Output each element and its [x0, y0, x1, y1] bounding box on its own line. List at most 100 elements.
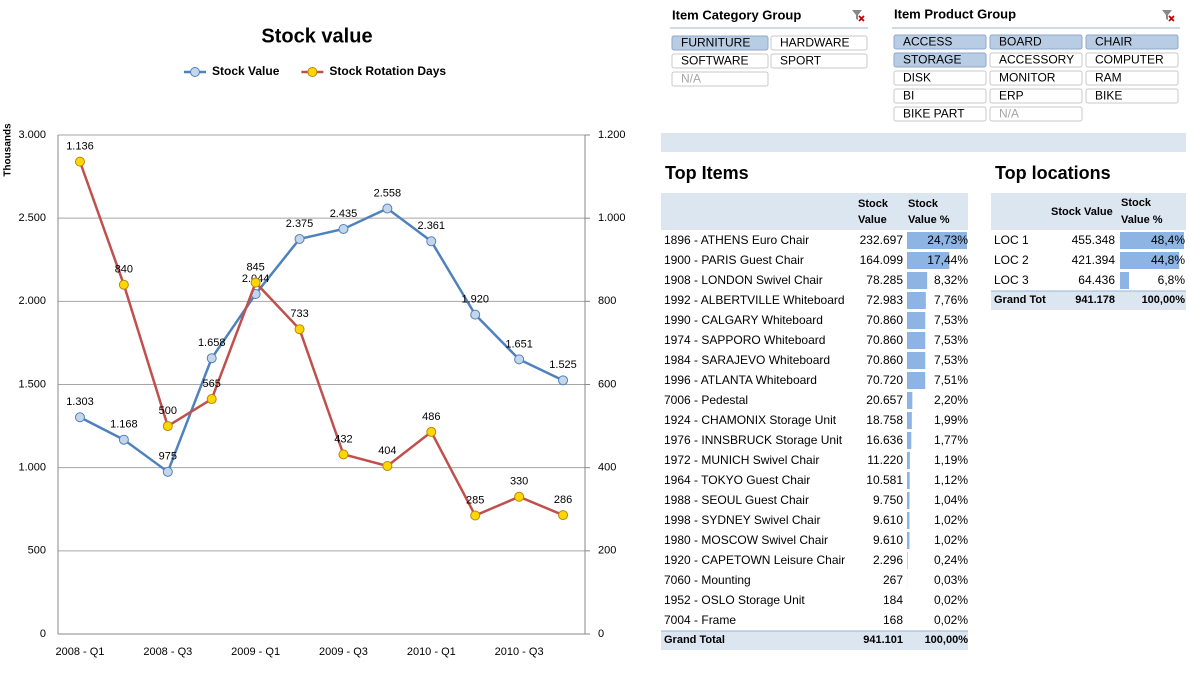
slicer-button[interactable]: BOARD [989, 34, 1083, 50]
cell-pct: 1,12% [934, 473, 968, 487]
data-bar [907, 252, 950, 269]
data-bar [1120, 232, 1184, 249]
clear-filter-icon[interactable] [852, 10, 865, 22]
slicer-button[interactable]: RAM [1085, 70, 1179, 86]
slicer-button-label: RAM [1095, 71, 1122, 85]
cell-value: 16.636 [866, 433, 903, 447]
y-tick-label: 2.500 [18, 212, 46, 224]
data-bar [907, 352, 926, 369]
row-label: LOC 1 [994, 233, 1029, 247]
slicer-title: Item Category Group [672, 7, 801, 22]
slicer-button[interactable]: COMPUTER [1085, 52, 1179, 68]
marker [558, 510, 569, 521]
slicer-button-bg [1085, 34, 1179, 50]
slicer-button[interactable]: ACCESS [893, 34, 987, 50]
row-label: 1988 - SEOUL Guest Chair [664, 493, 809, 507]
row-label: LOC 3 [994, 273, 1029, 287]
cell-pct: 1,99% [934, 413, 968, 427]
slicer-button[interactable]: DISK [893, 70, 987, 86]
row-label: 1908 - LONDON Swivel Chair [664, 273, 823, 287]
slicer-button-bg [893, 88, 987, 104]
column-header: Stock [1121, 197, 1152, 209]
slicer-button[interactable]: ERP [989, 88, 1083, 104]
slicer-button-bg [989, 70, 1083, 86]
cell-pct: 48,4% [1151, 233, 1185, 247]
cell-pct: 7,53% [934, 333, 968, 347]
data-bar [1120, 272, 1129, 289]
row-label: 1984 - SARAJEVO Whiteboard [664, 353, 830, 367]
data-label: 840 [115, 264, 133, 276]
slicer-button[interactable]: SPORT [770, 53, 868, 69]
slicer-button-bg [989, 52, 1083, 68]
marker [382, 461, 393, 472]
table-header-bg [661, 193, 968, 230]
data-bar [907, 432, 912, 449]
cell-value: 64.436 [1078, 273, 1115, 287]
total-label: Grand Total [664, 634, 725, 646]
x-tick-label: 2010 - Q1 [407, 646, 456, 658]
slicer-button-bg [893, 34, 987, 50]
data-bar [907, 272, 928, 289]
data-label: 1.303 [66, 396, 94, 408]
data-label: 733 [290, 308, 308, 320]
marker [558, 375, 569, 386]
data-label: 2.558 [374, 187, 402, 199]
slicer-button[interactable]: MONITOR [989, 70, 1083, 86]
total-pct: 100,00% [1142, 294, 1186, 306]
cell-pct: 1,02% [934, 513, 968, 527]
slicer-button[interactable]: N/A [671, 71, 769, 87]
y2-tick-label: 1.000 [598, 212, 626, 224]
cell-value: 164.099 [860, 253, 904, 267]
clear-filter-icon[interactable] [1162, 10, 1175, 22]
y-tick-label: 2.000 [18, 295, 46, 307]
slicer-button-label: HARDWARE [780, 36, 850, 50]
data-label: 486 [422, 411, 440, 423]
marker [294, 233, 305, 244]
slicer-button[interactable]: HARDWARE [770, 35, 868, 51]
total-value: 941.101 [863, 634, 903, 646]
row-label: 1952 - OSLO Storage Unit [664, 593, 805, 607]
cell-value: 9.610 [873, 533, 903, 547]
header-band [661, 133, 1186, 152]
slicer-button[interactable]: CHAIR [1085, 34, 1179, 50]
cell-pct: 2,20% [934, 393, 968, 407]
slicer-button[interactable]: ACCESSORY [989, 52, 1083, 68]
slicer-button[interactable]: BI [893, 88, 987, 104]
slicer-button-label: ACCESSORY [999, 53, 1074, 67]
slicer-button[interactable]: BIKE [1085, 88, 1179, 104]
data-label: 2.435 [330, 208, 358, 220]
slicer-button-bg [770, 53, 868, 69]
marker [514, 491, 525, 502]
data-bar [907, 392, 913, 409]
slicer-button[interactable]: BIKE PART [893, 106, 987, 122]
total-value: 941.178 [1075, 294, 1115, 306]
cell-pct: 7,53% [934, 313, 968, 327]
slicer-button[interactable]: STORAGE [893, 52, 987, 68]
cell-value: 267 [883, 573, 903, 587]
slicer-button[interactable]: N/A [989, 106, 1083, 122]
data-label: 330 [510, 476, 528, 488]
series-line [79, 207, 564, 474]
data-bar [907, 412, 912, 429]
clear-glyph [1168, 15, 1175, 22]
row-label: 1980 - MOSCOW Swivel Chair [664, 533, 828, 547]
marker [206, 353, 217, 364]
table-title: Top locations [995, 163, 1111, 183]
marker [74, 156, 85, 167]
row-label: 1998 - SYDNEY Swivel Chair [664, 513, 821, 527]
clear-glyph [858, 15, 865, 22]
slicer-button-label: BIKE PART [903, 107, 965, 121]
filter-glyph [852, 10, 862, 20]
slicer-button[interactable]: SOFTWARE [671, 53, 769, 69]
data-bar [907, 552, 908, 569]
marker [470, 309, 481, 320]
data-label: 1.651 [505, 338, 533, 350]
slicer-button-bg [989, 88, 1083, 104]
cell-value: 9.750 [873, 493, 903, 507]
slicer-button[interactable]: FURNITURE [671, 35, 769, 51]
legend-label: Stock Rotation Days [329, 64, 446, 78]
marker [338, 223, 349, 234]
row-label: 1896 - ATHENS Euro Chair [664, 233, 809, 247]
cell-value: 168 [883, 613, 903, 627]
